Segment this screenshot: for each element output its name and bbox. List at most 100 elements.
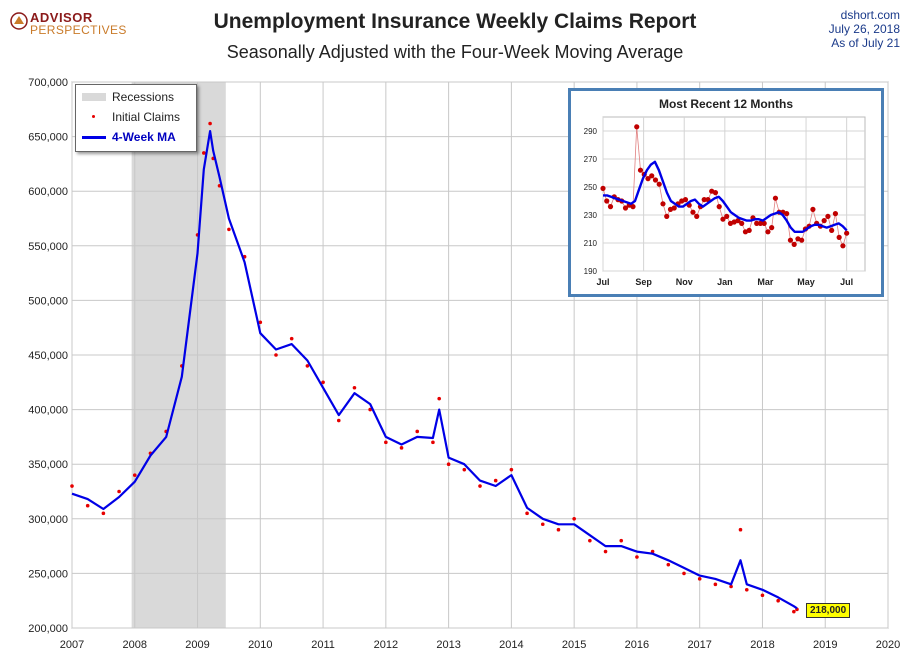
inset-claims-point [622,205,629,211]
claims-point [368,407,372,412]
inset-plot-area [602,116,866,272]
inset-claims-point [649,173,655,179]
claims-point [478,484,482,488]
inset-claims-point [645,176,651,182]
x-tick-label: 2013 [436,639,460,651]
claims-point [760,593,765,598]
x-tick-label: 2014 [499,639,523,651]
inset-claims-point [716,204,722,210]
claims-point [792,609,796,614]
inset-claims-point [836,234,842,240]
claims-point [738,527,743,532]
inset-x-tick-label: Sep [635,277,652,287]
legend: Recessions Initial Claims 4-Week MA [75,84,197,152]
inset-x-tick-label: Jan [717,277,733,287]
claims-point [384,440,388,445]
legend-label-ma: 4-Week MA [112,130,176,144]
claims-point [101,511,106,516]
claims-point [85,503,90,508]
inset-claims-point [761,220,767,226]
claims-point [776,598,780,603]
claims-point [666,562,671,567]
claims-point [540,522,545,527]
inset-chart: 190 210 230 250 270 290 Jul Sep Nov Jan Mar May Jul [584,116,866,287]
inset-claims-point [754,220,760,226]
claims-point [446,462,451,467]
claims-point [305,364,310,368]
inset-claims-point [690,209,696,215]
legend-label-initial-claims: Initial Claims [112,110,181,124]
inset-x-tick-label: Jul [596,277,609,287]
claims-point [509,467,514,472]
claims-point [431,440,435,445]
inset-claims-point [757,220,764,226]
inset-claims-point [840,243,846,249]
inset-y-tick-label: 290 [584,127,598,136]
logo-line1: ADVISOR [30,10,93,25]
claims-point [650,549,655,554]
inset-claims-point [694,213,700,219]
claims-point [336,418,341,423]
inset-claims-point [821,218,827,224]
x-tick-label: 2016 [625,639,649,651]
y-tick-label: 700,000 [28,77,68,89]
inset-claims-point [600,185,606,191]
inset-y-tick-label: 190 [584,267,598,276]
inset-claims-point [607,204,614,210]
y-tick-label: 600,000 [28,186,68,198]
inset-claims-point [604,198,610,204]
inset-claims-point [652,177,659,183]
logo-line2: PERSPECTIVES [30,23,127,37]
inset-y-tick-label: 230 [584,211,598,220]
claims-point [682,571,686,576]
claims-point [227,227,231,232]
inset-claims-point [664,213,670,219]
inset-claims-point [844,230,850,236]
inset-claims-point [701,197,707,203]
claims-point [713,582,718,587]
claims-point [744,587,749,592]
claims-point [321,380,325,385]
inset-claims-point [660,201,666,207]
y-tick-label: 400,000 [28,405,68,417]
inset-claims-point [712,190,719,196]
x-tick-label: 2010 [248,639,272,651]
inset-y-tick-label: 210 [584,239,598,248]
inset-y-tick-label: 250 [584,183,598,192]
inset-chart-panel: Most Recent 12 Months 190 210 230 250 270 290… [568,88,884,297]
claims-point [588,538,592,543]
inset-claims-point [724,213,730,219]
claims-point [132,473,137,477]
y-tick-label: 300,000 [28,514,68,526]
inset-claims-point [630,204,636,210]
inset-claims-point [671,205,677,211]
inset-x-tick-label: Mar [757,277,774,287]
claims-point [603,549,608,554]
chart-subtitle: Seasonally Adjusted with the Four-Week M… [226,42,684,62]
claims-point [437,396,442,401]
chart-title: Unemployment Insurance Weekly Claims Rep… [213,10,697,33]
inset-claims-point [829,227,835,233]
claims-point [462,467,467,472]
dot-swatch-icon [92,115,95,118]
claims-point [352,385,357,390]
inset-claims-point [682,197,689,203]
claims-point [415,429,420,434]
credit-as-of: As of July 21 [831,36,900,50]
logo: ADVISOR PERSPECTIVES [6,8,156,38]
inset-claims-point [784,211,790,217]
inset-x-tick-label: Jul [840,277,853,287]
inset-title: Most Recent 12 Months [658,97,793,111]
inset-claims-point [739,220,745,226]
x-tick-label: 2008 [123,639,147,651]
inset-claims-point [791,241,797,247]
inset-claims-point [832,211,839,217]
y-tick-label: 250,000 [28,568,68,580]
legend-label-recessions: Recessions [112,90,175,104]
x-tick-label: 2012 [374,639,398,651]
x-tick-label: 2009 [185,639,209,651]
inset-claims-point [656,181,662,187]
y-tick-label: 650,000 [28,132,68,144]
inset-claims-point [825,213,831,219]
y-tick-label: 450,000 [28,350,68,362]
